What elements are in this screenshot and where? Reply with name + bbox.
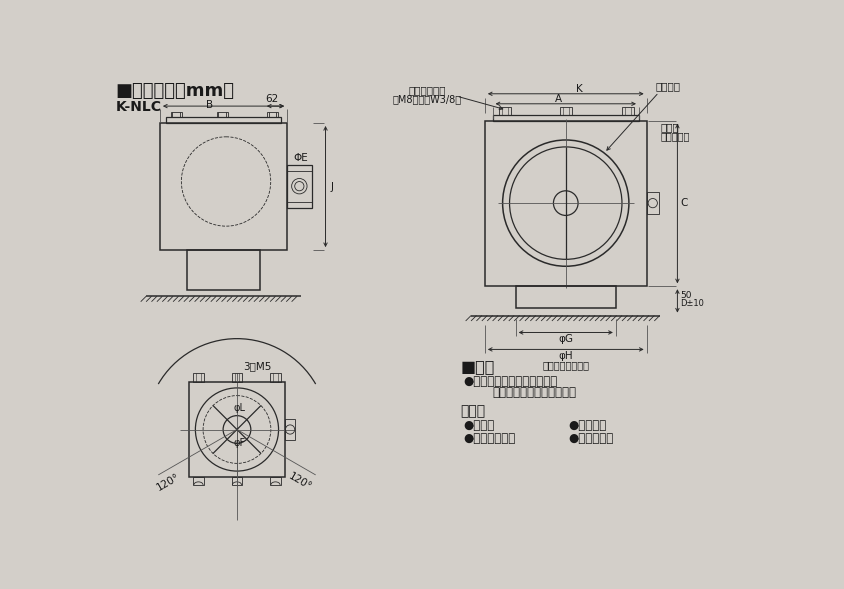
Bar [560,107,572,115]
Text: ●取付板: ●取付板 [463,419,495,432]
Text: 120°: 120° [287,471,313,492]
Bar [516,286,616,308]
Bar [270,477,281,485]
Text: K: K [576,84,583,94]
Text: 取付板: 取付板 [661,122,679,132]
Text: D±10: D±10 [680,299,705,307]
Bar [270,372,281,382]
Bar [189,382,284,477]
Bar [485,121,647,286]
Bar [622,107,635,115]
Text: 120°: 120° [154,471,181,492]
Text: 50: 50 [680,291,692,300]
Text: φH: φH [559,350,573,360]
Text: 3－M5: 3－M5 [243,362,272,371]
Bar [287,164,311,208]
Bar [493,115,639,121]
Text: ●据付説明書: ●据付説明書 [568,432,614,445]
Text: 62: 62 [265,94,279,104]
Bar [170,112,181,117]
Text: ΦE: ΦE [294,154,308,164]
Text: （内面、外面断熱材貼付）: （内面、外面断熱材貼付） [493,386,576,399]
Text: ダンパー: ダンパー [656,81,680,91]
Text: φG: φG [558,333,573,343]
Bar [231,372,242,382]
Text: C: C [680,198,687,208]
Bar [166,117,281,123]
Bar [193,477,204,485]
Text: φF: φF [234,438,246,448]
Bar [187,250,260,290]
Text: ●ゴムワッシャ: ●ゴムワッシャ [463,432,516,445]
Text: K-NLC: K-NLC [116,100,161,114]
Text: φL: φL [234,403,246,413]
Text: B: B [206,100,214,110]
Text: ■外形寸法（mm）: ■外形寸法（mm） [116,82,235,100]
Bar [284,419,295,441]
Bar [160,123,287,250]
Bar [193,372,204,382]
Text: J: J [330,181,333,191]
Bar [231,477,242,485]
Bar [647,193,659,214]
Bar [499,107,511,115]
Text: 吊ボルト位置: 吊ボルト位置 [408,85,446,95]
Text: 付属品: 付属品 [460,404,485,418]
Text: （M8またはW3/8）: （M8またはW3/8） [392,94,462,104]
Text: （天井開口寸法）: （天井開口寸法） [542,360,589,370]
Text: A: A [555,94,561,104]
Text: ●取付ねじ: ●取付ねじ [568,419,606,432]
Text: ■仕様: ■仕様 [460,359,495,375]
Text: ●材質：溶融亜鉛メッキ鋼板: ●材質：溶融亜鉛メッキ鋼板 [463,375,558,388]
Text: （付属品）: （付属品） [661,131,690,141]
Bar [217,112,228,117]
Bar [267,112,278,117]
